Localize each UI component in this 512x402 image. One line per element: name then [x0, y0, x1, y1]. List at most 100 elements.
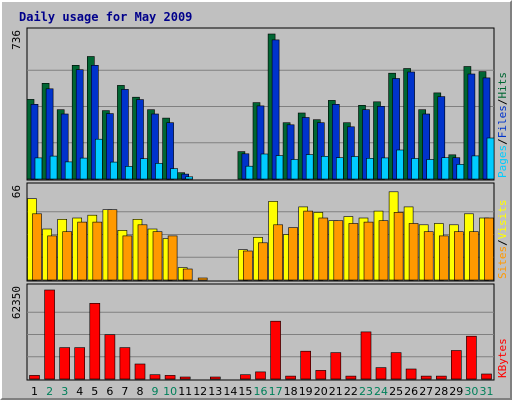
- bar-kbytes-day-8: [134, 363, 146, 380]
- bar-sites-day-15: [243, 250, 253, 281]
- bar-files-day-4: [75, 69, 84, 180]
- day-label-4: 4: [76, 385, 83, 398]
- bar-sites-day-24: [378, 220, 389, 281]
- legend-entry: KBytes: [496, 338, 509, 378]
- bar-files-day-1: [30, 104, 39, 180]
- bar-sites-day-29: [453, 231, 464, 281]
- bar-kbytes-day-22: [345, 375, 357, 380]
- bar-pages-day-19: [305, 154, 314, 180]
- bar-sites-day-25: [393, 212, 404, 281]
- legend-entry: /: [496, 239, 509, 246]
- bar-pages-day-26: [411, 158, 419, 180]
- bar-kbytes-day-31: [481, 373, 492, 380]
- bar-pages-day-4: [79, 157, 88, 180]
- bar-pages-day-8: [140, 158, 148, 180]
- bar-files-day-24: [377, 106, 385, 180]
- day-label-28: 28: [434, 385, 448, 398]
- bar-sites-day-1: [32, 213, 42, 281]
- day-label-21: 21: [329, 385, 343, 398]
- panel-max-label: 66: [10, 185, 23, 198]
- panel-legend: Pages/Files/Hits: [496, 72, 509, 178]
- bar-files-day-2: [45, 88, 54, 180]
- day-label-13: 13: [208, 385, 222, 398]
- day-label-17: 17: [269, 385, 283, 398]
- day-label-11: 11: [178, 385, 192, 398]
- bar-sites-day-23: [363, 221, 374, 281]
- panel-visits: 66 Sites/Visits: [10, 182, 509, 282]
- legend-entry: Files: [496, 105, 509, 138]
- bar-pages-day-27: [426, 159, 435, 180]
- bar-pages-day-18: [290, 159, 299, 180]
- bar-files-day-21: [331, 104, 340, 180]
- bar-kbytes-day-5: [89, 302, 101, 380]
- bar-kbytes-day-10: [164, 375, 176, 380]
- bar-kbytes-day-20: [315, 370, 327, 380]
- bar-files-day-8: [136, 99, 144, 180]
- day-label-6: 6: [106, 385, 113, 398]
- bar-kbytes-day-15: [240, 374, 251, 380]
- day-label-7: 7: [121, 385, 128, 398]
- bar-pages-day-9: [155, 163, 163, 180]
- day-label-31: 31: [480, 385, 494, 398]
- legend-entry: Sites: [496, 246, 509, 279]
- bar-kbytes-day-1: [29, 375, 40, 380]
- bar-sites-day-16: [258, 242, 268, 281]
- day-label-12: 12: [193, 385, 207, 398]
- day-label-14: 14: [223, 385, 237, 398]
- legend-entry: /: [496, 99, 509, 106]
- day-label-19: 19: [299, 385, 313, 398]
- bar-kbytes-day-27: [420, 375, 432, 380]
- bar-kbytes-day-11: [179, 376, 191, 380]
- bar-pages-day-17: [275, 155, 284, 180]
- bar-kbytes-day-18: [285, 375, 296, 380]
- bar-sites-day-6: [107, 209, 118, 281]
- bar-kbytes-day-13: [210, 376, 221, 380]
- bar-sites-day-19: [303, 210, 314, 281]
- bar-pages-day-7: [125, 166, 133, 180]
- bar-sites-day-9: [152, 231, 163, 281]
- day-label-8: 8: [137, 385, 144, 398]
- day-label-22: 22: [344, 385, 358, 398]
- bar-files-day-27: [422, 113, 431, 180]
- bar-files-day-18: [286, 124, 295, 180]
- day-label-1: 1: [31, 385, 38, 398]
- bar-files-day-30: [467, 73, 476, 180]
- bar-files-day-5: [91, 64, 99, 180]
- bar-pages-day-10: [170, 168, 178, 180]
- bar-sites-day-21: [333, 220, 344, 281]
- bar-files-day-7: [121, 89, 129, 180]
- bar-sites-day-7: [122, 235, 133, 281]
- bar-files-day-16: [256, 105, 265, 180]
- bar-files-day-31: [482, 77, 491, 180]
- bar-files-day-9: [151, 113, 159, 180]
- bar-kbytes-day-19: [300, 350, 312, 380]
- bar-files-day-23: [362, 109, 370, 180]
- day-label-5: 5: [91, 385, 98, 398]
- bar-kbytes-day-9: [149, 374, 161, 380]
- bar-files-day-3: [60, 113, 69, 180]
- panel-max-label: 62350: [10, 286, 23, 319]
- chart-title: Daily usage for May 2009: [19, 10, 192, 24]
- bar-kbytes-day-25: [390, 352, 402, 380]
- x-axis: 1 2 3 4 5 6 7 8 9 10 11 12 13 14 15 16 17 18 19 20 21 22 23 24 2…: [31, 385, 494, 398]
- bar-files-day-20: [316, 122, 325, 180]
- bar-kbytes-day-28: [435, 375, 447, 380]
- bar-files-day-17: [271, 39, 280, 180]
- day-label-23: 23: [359, 385, 373, 398]
- bar-kbytes-day-21: [330, 352, 342, 380]
- bar-sites-day-12: [197, 277, 208, 281]
- bar-kbytes-day-29: [450, 350, 462, 380]
- bar-sites-day-8: [137, 224, 148, 281]
- bar-sites-day-11: [182, 268, 193, 281]
- bar-files-day-26: [407, 71, 415, 180]
- bar-sites-day-18: [288, 227, 298, 281]
- bar-pages-day-24: [381, 157, 389, 180]
- bar-kbytes-day-24: [375, 367, 387, 380]
- bar-pages-day-11: [185, 176, 193, 180]
- legend-entry: Visits: [496, 200, 509, 240]
- day-label-27: 27: [419, 385, 433, 398]
- panel-legend: KBytes: [496, 338, 509, 378]
- bar-sites-day-3: [62, 231, 73, 281]
